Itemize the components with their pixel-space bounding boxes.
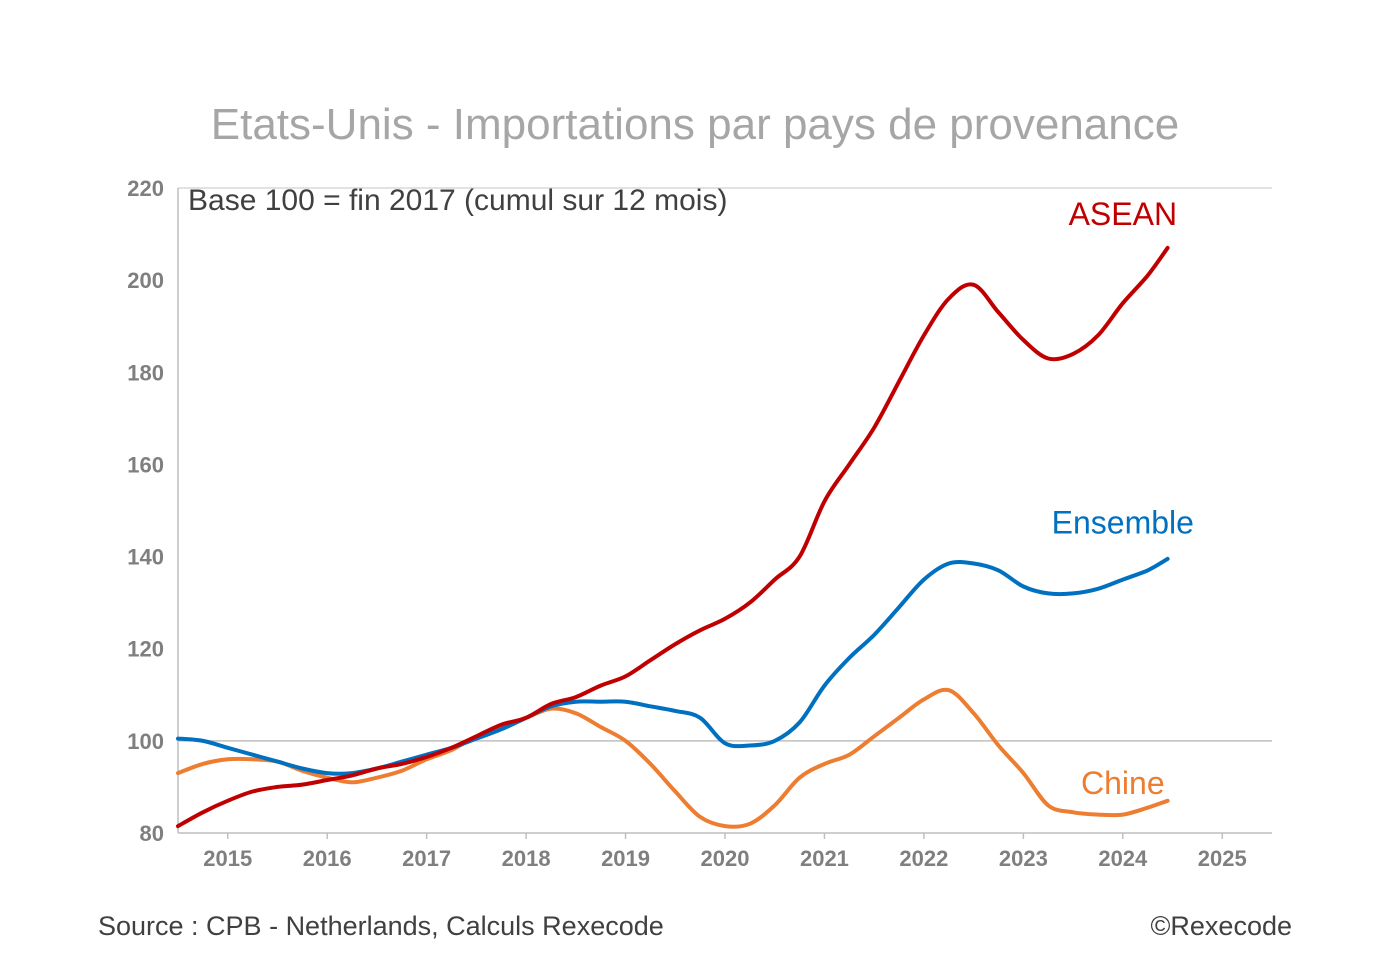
copyright-note: ©Rexecode bbox=[1150, 911, 1292, 941]
x-tick-label: 2018 bbox=[502, 846, 551, 871]
x-tick-label: 2023 bbox=[999, 846, 1048, 871]
x-tick-label: 2017 bbox=[402, 846, 451, 871]
y-tick-label: 140 bbox=[127, 545, 164, 570]
series-label-ensemble: Ensemble bbox=[1052, 505, 1194, 541]
y-tick-label: 80 bbox=[140, 821, 164, 846]
chart-title: Etats-Unis - Importations par pays de pr… bbox=[210, 100, 1180, 149]
x-tick-label: 2021 bbox=[800, 846, 849, 871]
series-line-ensemble bbox=[176, 556, 1170, 776]
x-tick-label: 2020 bbox=[701, 846, 750, 871]
y-tick-label: 220 bbox=[127, 176, 164, 201]
series-label-chine: Chine bbox=[1081, 765, 1165, 801]
series-labels: ASEAN Ensemble Chine bbox=[1052, 196, 1194, 801]
series-line-asean bbox=[176, 245, 1170, 829]
x-tick-label: 2024 bbox=[1098, 846, 1148, 871]
chart-subtitle: Base 100 = fin 2017 (cumul sur 12 mois) bbox=[188, 184, 728, 217]
x-axis: 2015 2016 2017 2018 2019 2020 2021 2022 2023 2024… bbox=[178, 832, 1272, 871]
x-tick-label: 2022 bbox=[899, 846, 948, 871]
x-tick-label: 2019 bbox=[601, 846, 650, 871]
x-tick-label: 2015 bbox=[203, 846, 252, 871]
series-line-chine bbox=[176, 687, 1170, 829]
y-tick-label: 100 bbox=[127, 729, 164, 754]
grid bbox=[178, 187, 1272, 742]
source-note: Source : CPB - Netherlands, Calculs Rexe… bbox=[98, 911, 664, 941]
series-label-asean: ASEAN bbox=[1069, 196, 1177, 232]
y-tick-label: 160 bbox=[127, 452, 164, 477]
x-tick-label: 2016 bbox=[303, 846, 352, 871]
y-tick-label: 200 bbox=[127, 268, 164, 293]
y-axis: 80 100 120 140 160 180 200 220 bbox=[127, 176, 179, 846]
y-tick-label: 180 bbox=[127, 360, 164, 385]
series-lines bbox=[176, 245, 1170, 829]
x-tick-label: 2025 bbox=[1198, 846, 1247, 871]
y-tick-label: 120 bbox=[127, 637, 164, 662]
